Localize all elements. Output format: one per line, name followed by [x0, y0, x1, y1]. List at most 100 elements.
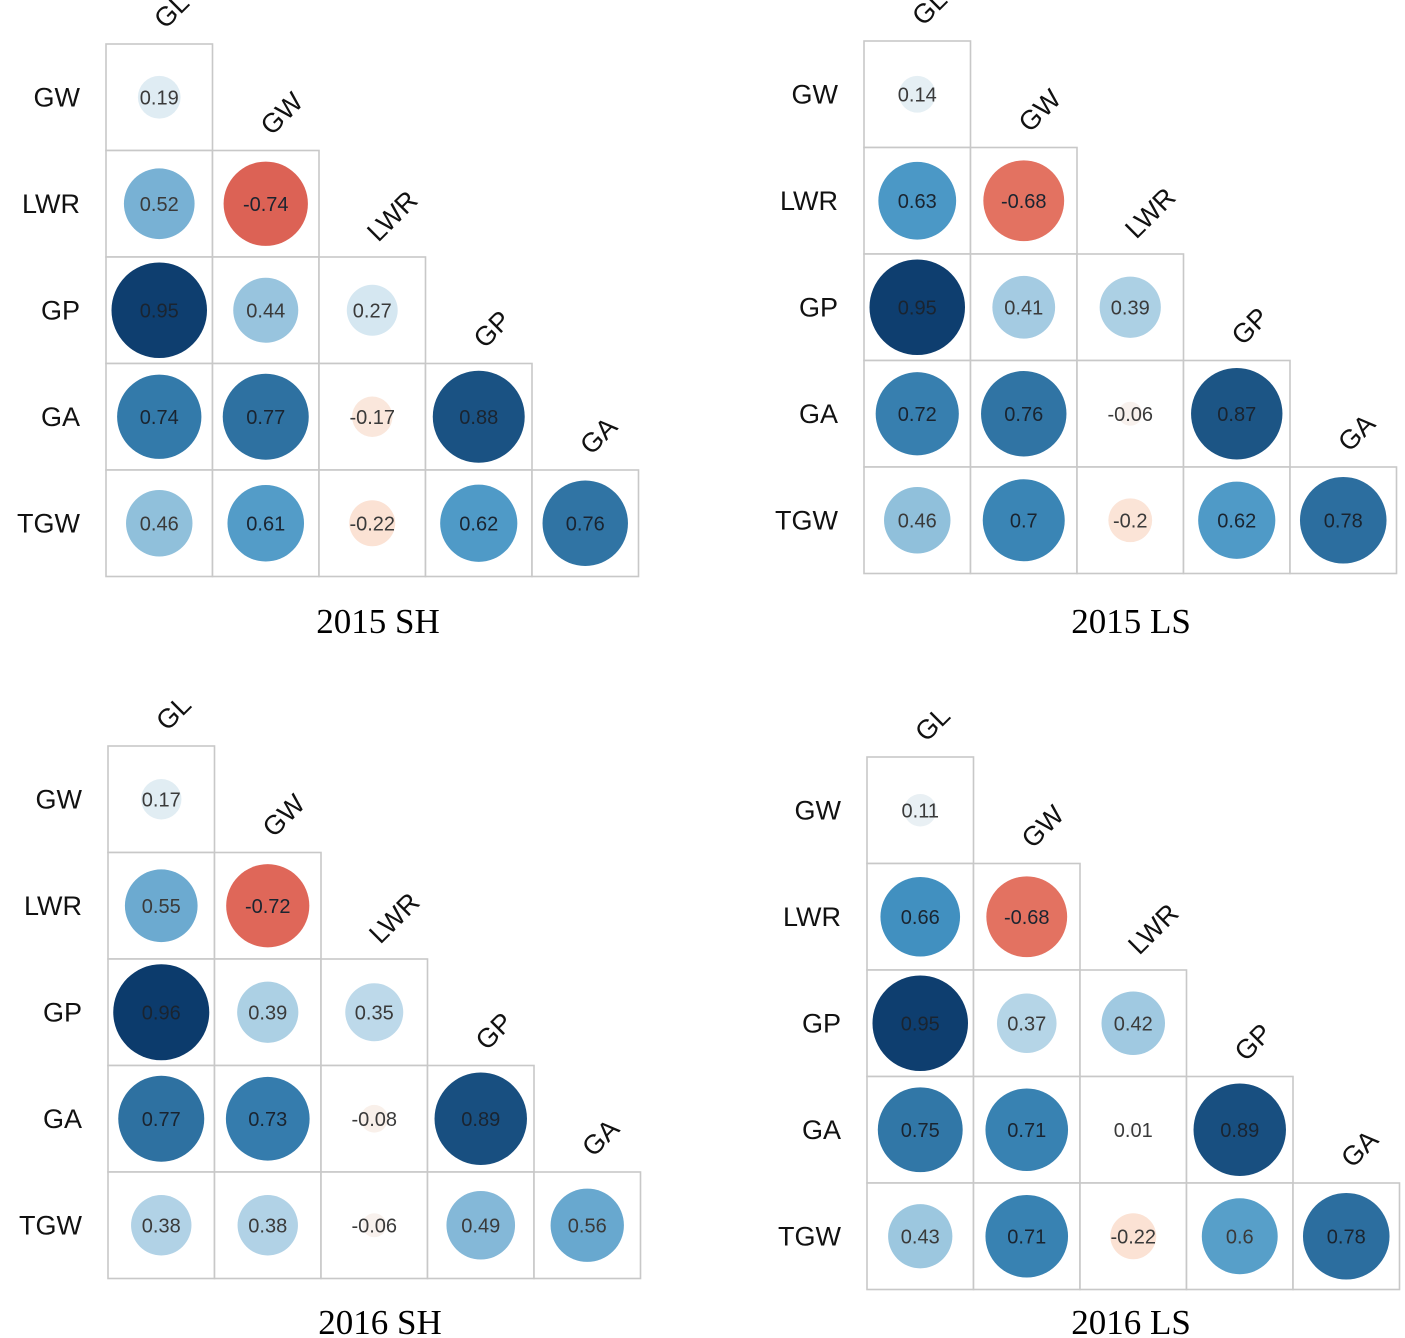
correlation-value-label: -0.06: [1107, 404, 1153, 426]
correlation-circle: [1128, 1124, 1139, 1135]
correlation-value-label: 0.89: [461, 1109, 500, 1131]
column-label: GP: [1229, 1018, 1278, 1067]
correlation-value-label: 0.74: [140, 407, 179, 429]
correlation-circle: [227, 484, 305, 562]
correlation-circle: [124, 869, 198, 943]
correlation-value-label: 0.17: [142, 789, 181, 811]
correlation-value-label: 0.73: [248, 1109, 287, 1131]
correlation-value-label: 0.63: [898, 191, 937, 213]
correlation-value-label: -0.74: [243, 194, 289, 216]
correlation-circle: [1198, 481, 1276, 559]
correlation-value-label: 0.71: [1007, 1120, 1046, 1142]
column-label: GP: [470, 1007, 519, 1056]
column-label: GW: [257, 788, 311, 842]
row-label: LWR: [783, 902, 841, 932]
correlation-circle: [440, 484, 518, 562]
correlation-value-label: -0.68: [1004, 907, 1050, 929]
correlation-circle: [141, 779, 182, 820]
correlation-value-label: 0.75: [901, 1120, 940, 1142]
column-label: LWR: [361, 185, 423, 247]
row-label: LWR: [780, 186, 838, 216]
correlation-circle: [346, 284, 398, 336]
correlation-circle: [996, 993, 1057, 1054]
correlation-circle: [1101, 991, 1166, 1056]
correlation-value-label: 0.38: [248, 1215, 287, 1237]
correlation-circle: [985, 1088, 1069, 1172]
correlation-value-label: 0.72: [898, 404, 937, 426]
row-label: GW: [792, 79, 839, 109]
row-label: GW: [34, 82, 81, 112]
correlation-circle: [982, 479, 1065, 562]
correlation-value-label: 0.38: [142, 1215, 181, 1237]
correlation-value-label: -0.22: [1110, 1226, 1156, 1248]
correlation-circle: [872, 975, 969, 1072]
column-label: GL: [148, 0, 195, 34]
correlation-circle: [360, 1104, 389, 1133]
correlation-circle: [985, 1194, 1069, 1278]
correlation-value-label: 0.42: [1114, 1013, 1153, 1035]
correlation-value-label: 0.27: [353, 300, 392, 322]
correlation-circle: [1191, 368, 1283, 460]
correlation-value-label: 0.35: [355, 1002, 394, 1024]
column-label: GL: [150, 690, 197, 737]
correlation-circle: [111, 262, 208, 359]
column-label: GA: [1332, 408, 1381, 457]
panel-caption: 2016 LS: [1071, 1303, 1191, 1338]
column-label: GW: [1013, 83, 1067, 137]
correlation-value-label: 0.78: [1327, 1226, 1366, 1248]
column-label: GA: [1335, 1124, 1384, 1173]
correlation-circle: [137, 75, 181, 119]
column-label: LWR: [1122, 898, 1184, 960]
correlation-value-label: -0.72: [245, 896, 291, 918]
correlation-circle: [1110, 1213, 1157, 1260]
correlation-value-label: 0.77: [142, 1109, 181, 1131]
correlation-circle: [222, 373, 309, 460]
correlation-value-label: 0.95: [140, 300, 179, 322]
correlation-value-label: 0.19: [140, 87, 179, 109]
correlation-circle: [226, 864, 310, 948]
correlation-circle: [884, 487, 951, 554]
row-label: TGW: [778, 1221, 841, 1251]
row-label: LWR: [24, 891, 82, 921]
correlation-circle: [986, 876, 1068, 958]
correlation-value-label: 0.66: [901, 907, 940, 929]
correlation-circle: [118, 1075, 205, 1162]
correlation-circle: [362, 1213, 387, 1238]
correlation-circle: [1108, 498, 1153, 543]
correlation-value-label: 0.41: [1004, 297, 1043, 319]
correlation-value-label: 0.46: [140, 513, 179, 535]
correlation-circle: [123, 168, 195, 240]
correlation-value-label: 0.95: [901, 1013, 940, 1035]
correlation-value-label: 0.37: [1007, 1013, 1046, 1035]
correlation-circle: [1302, 1192, 1390, 1280]
correlation-value-label: 0.62: [459, 513, 498, 535]
correlation-panel-3: 0.17 0.55 -0.72 0.96 0.39 0.35 0.77 0.73 -0.08 0.…: [19, 690, 642, 1338]
correlation-value-label: 0.55: [142, 896, 181, 918]
correlation-circle: [225, 1076, 310, 1161]
correlation-circle: [345, 983, 404, 1042]
panel-caption: 2016 SH: [318, 1303, 442, 1338]
correlation-circle: [113, 964, 210, 1061]
row-label: GP: [43, 997, 82, 1027]
row-label: GW: [36, 784, 83, 814]
correlation-value-label: 0.44: [246, 300, 285, 322]
correlation-value-label: -0.08: [351, 1109, 397, 1131]
row-label: TGW: [775, 505, 838, 535]
correlation-circle: [237, 981, 299, 1043]
correlation-value-label: -0.17: [349, 407, 395, 429]
correlation-circle: [888, 1204, 953, 1269]
correlation-value-label: 0.89: [1220, 1120, 1259, 1142]
correlation-panel-1: 0.19 0.52 -0.74 0.95 0.44 0.27 0.74 0.77 -0.17 0.…: [17, 0, 640, 641]
column-label: GL: [906, 0, 953, 31]
correlation-panel-4: 0.11 0.66 -0.68 0.95 0.37 0.42 0.75 0.71 0.01 0.8…: [778, 701, 1401, 1338]
correlation-circle: [223, 161, 308, 246]
correlation-value-label: 0.78: [1324, 510, 1363, 532]
correlation-value-label: 0.14: [898, 84, 937, 106]
correlation-panel-2: 0.14 0.63 -0.68 0.95 0.41 0.39 0.72 0.76 -0.06 0.…: [775, 0, 1398, 641]
column-label: GP: [1226, 302, 1275, 351]
correlation-circle: [352, 396, 393, 437]
row-label: GA: [41, 402, 80, 432]
correlation-value-label: -0.06: [351, 1215, 397, 1237]
correlation-circle: [550, 1188, 624, 1262]
correlation-circle: [1299, 476, 1387, 564]
